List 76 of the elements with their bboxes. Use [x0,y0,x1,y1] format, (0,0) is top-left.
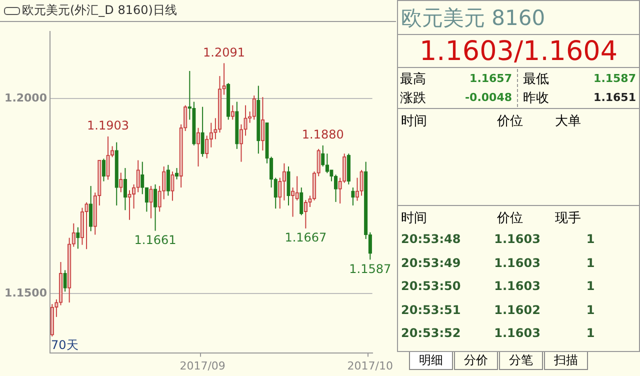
candlestick [170,171,174,202]
candlestick [196,127,200,167]
candlestick [325,153,330,174]
text: 分笔 [499,352,543,370]
chart-title: 欧元美元(外汇_D 8160)日线 [22,2,177,19]
candlestick [119,172,123,193]
candlestick [158,185,162,212]
text: 扫描 [544,352,588,370]
annotation: 1.2091 [203,45,246,60]
text: 昨收 [523,90,549,107]
annotation: 1.1880 [302,128,344,142]
candlestick [106,136,110,180]
candlestick [128,190,132,220]
text: 20:53:50 1.1603 1 [401,279,595,293]
candlestick [230,104,234,120]
text: 20:53:48 1.1603 1 [401,232,595,246]
text: 20:53:52 1.1603 1 [401,326,595,340]
candlestick [286,166,290,206]
candlestick [153,184,158,232]
text: 时间 [401,113,427,130]
text: 分价 [454,352,498,370]
text: 1.1587 [594,72,636,85]
candlestick [88,185,93,232]
y-tick-label: 1.2000 [4,92,48,105]
annotation: 70天 [51,338,78,352]
candlestick [252,95,256,120]
candlestick [304,199,308,229]
annotation: 1.1903 [87,118,130,133]
candlestick [205,135,209,159]
candlestick [200,106,204,158]
candlestick [123,168,128,211]
candlestick [351,187,355,206]
candlestick [136,160,140,193]
candlestick [360,169,364,196]
candlestick [316,148,320,177]
text: 1.1603/1.1604 [418,36,619,67]
text: 最高 [400,71,426,88]
text: 20:53:49 1.1603 1 [401,256,595,270]
x-tick-label: 2017/10 [347,359,394,372]
text: 1.1657 [470,72,512,85]
candlestick [214,118,218,140]
annotation: 1.1661 [134,232,176,247]
text: 大单 [555,113,581,130]
candlestick [290,187,295,218]
y-tick-label: 1.1500 [4,286,48,300]
candlestick [244,104,248,136]
text: 价位 [497,113,523,130]
candlestick [162,166,166,200]
text: 20:53:51 1.1602 1 [401,302,595,316]
candlestick [63,270,67,292]
text: 价位 [497,210,523,227]
candlestick [149,185,153,219]
candlestick [334,174,338,202]
text: 1.1651 [594,91,636,104]
candlestick [239,124,244,162]
candlestick [166,164,170,196]
text: -0.0048 [464,91,512,104]
candlestick [102,158,106,182]
candlestick [282,162,286,201]
candlestick [144,187,149,212]
annotation: 1.1667 [284,230,327,245]
text: 涨跌 [400,90,426,107]
candlestick [84,202,88,250]
text: 欧元美元 8160 [401,5,546,32]
text: 明细 [409,352,453,370]
annotation: 1.1587 [349,262,392,276]
candlestick [222,62,226,96]
text: 现手 [555,210,581,227]
text: 时间 [401,210,427,227]
x-tick-label: 2017/09 [180,359,226,372]
candlestick [132,184,136,210]
candlestick [76,226,80,250]
candlestick [72,222,76,248]
candlestick [140,161,144,195]
text: 最低 [523,71,549,88]
candlestick [355,177,360,202]
